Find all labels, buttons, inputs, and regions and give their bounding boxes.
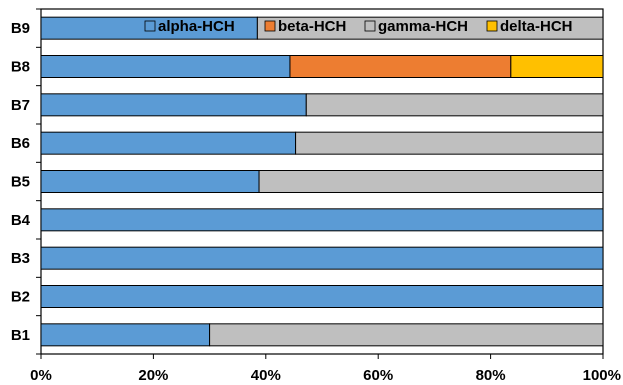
legend-label-gamma-hch: gamma-HCH [378, 18, 468, 35]
bar-b5-gamma-hch [258, 170, 604, 193]
bar-b6-alpha-hch [40, 131, 297, 155]
y-tick-label-b2: B2 [11, 289, 30, 306]
legend-label-delta-hch: delta-HCH [500, 18, 573, 35]
y-tick-label-b8: B8 [11, 59, 30, 76]
y-tick-label-b3: B3 [11, 250, 30, 267]
bar-b8-beta-hch [289, 55, 512, 78]
y-tick-label-b4: B4 [11, 212, 31, 229]
bar-b9-gamma-hch [256, 16, 604, 40]
y-axis: B9 B8 B7 B6 B5 B4 B3 B2 B1 [11, 8, 41, 355]
bar-b2-alpha-hch [40, 285, 604, 308]
legend-swatch-gamma-hch [364, 20, 376, 32]
bar-b8-delta-hch [510, 55, 604, 78]
y-tick-label-b7: B7 [11, 97, 30, 114]
bar-b7-gamma-hch [305, 93, 604, 117]
x-tick-label-60pct: 60% [363, 367, 393, 384]
y-tick-label-b9: B9 [11, 20, 30, 37]
bar-b7-alpha-hch [40, 93, 307, 117]
x-axis: 0% 20% 40% 60% 80% 100% [30, 354, 621, 384]
legend-label-beta-hch: beta-HCH [278, 18, 346, 35]
bar-b8-alpha-hch [40, 55, 291, 78]
y-tick-label-b1: B1 [11, 327, 30, 344]
bar-b1-gamma-hch [209, 323, 604, 347]
bar-b6-gamma-hch [295, 131, 604, 155]
x-tick-label-100pct: 100% [583, 367, 621, 384]
legend: alpha-HCH beta-HCH gamma-HCH delta-HCH [144, 18, 573, 35]
y-tick-label-b5: B5 [11, 174, 30, 191]
bar-b5-alpha-hch [40, 170, 260, 193]
y-tick-label-b6: B6 [11, 135, 30, 152]
legend-swatch-beta-hch [264, 20, 276, 32]
bar-b3-alpha-hch [40, 246, 604, 270]
x-tick-label-20pct: 20% [138, 367, 168, 384]
legend-label-alpha-hch: alpha-HCH [158, 18, 235, 35]
bar-b1-alpha-hch [40, 323, 211, 347]
x-tick-label-80pct: 80% [476, 367, 506, 384]
legend-swatch-delta-hch [486, 20, 498, 32]
x-tick-label-40pct: 40% [251, 367, 281, 384]
bar-b4-alpha-hch [40, 208, 604, 232]
x-tick-label-0pct: 0% [30, 367, 52, 384]
bars-group [40, 16, 604, 347]
legend-swatch-alpha-hch [144, 20, 156, 32]
